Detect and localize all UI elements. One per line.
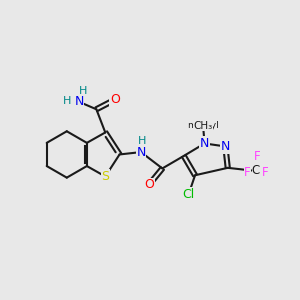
Text: N: N	[74, 95, 84, 108]
Text: N: N	[200, 137, 209, 150]
Text: S: S	[101, 170, 109, 183]
Text: N: N	[74, 95, 84, 108]
Text: Cl: Cl	[182, 188, 195, 201]
Text: H: H	[138, 136, 146, 146]
Text: N: N	[136, 146, 146, 159]
Text: N: N	[221, 140, 230, 153]
Text: C: C	[252, 164, 260, 177]
Text: F: F	[244, 166, 250, 179]
Text: O: O	[110, 93, 120, 106]
Text: methyl: methyl	[187, 121, 219, 130]
Text: H: H	[62, 96, 71, 106]
Text: H: H	[79, 85, 88, 96]
Text: F: F	[254, 150, 261, 163]
Text: F: F	[262, 166, 268, 179]
Text: CH₃: CH₃	[194, 121, 213, 130]
Text: O: O	[144, 178, 154, 191]
